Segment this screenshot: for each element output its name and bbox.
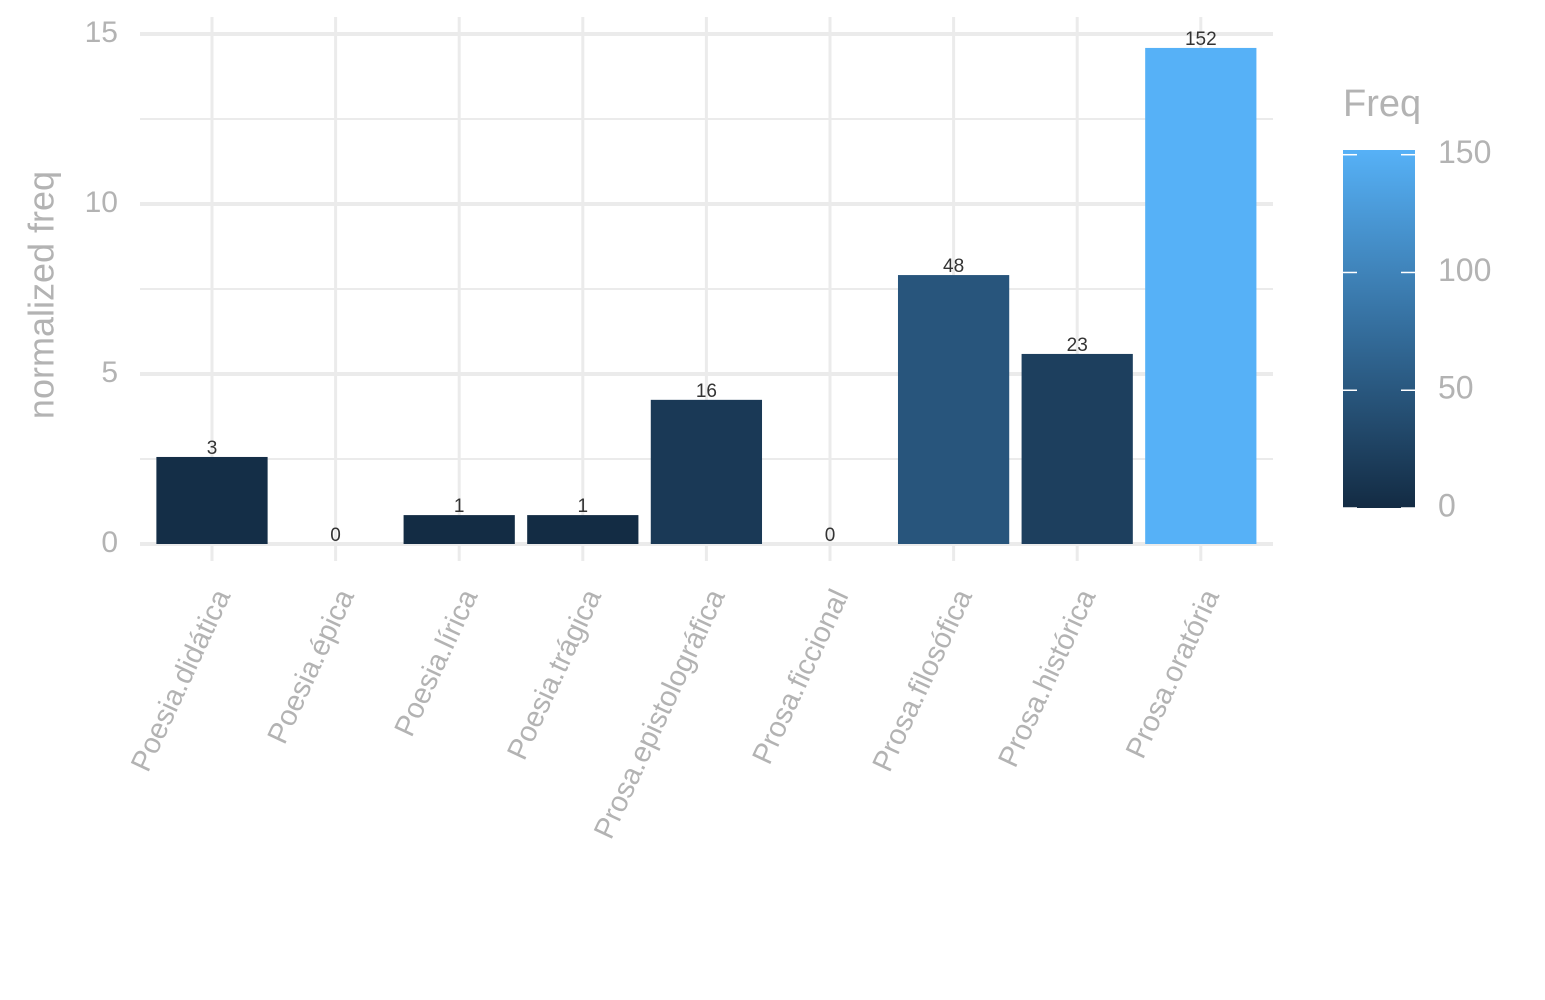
x-tick-label: Poesia.trágica bbox=[501, 584, 608, 765]
data-label: 48 bbox=[943, 256, 964, 277]
x-tick-label: Poesia.épica bbox=[262, 584, 362, 749]
data-label: 23 bbox=[1067, 335, 1088, 356]
data-label: 1 bbox=[578, 496, 589, 517]
bar bbox=[156, 456, 268, 544]
bar bbox=[403, 515, 515, 544]
bar bbox=[527, 515, 639, 544]
x-tick-label: Prosa.epistolográfica bbox=[588, 584, 732, 844]
bar bbox=[1145, 47, 1257, 544]
y-tick-label: 15 bbox=[85, 16, 118, 49]
y-tick-label: 0 bbox=[101, 526, 118, 559]
legend-tick-label: 0 bbox=[1438, 487, 1456, 523]
data-label: 16 bbox=[696, 381, 717, 402]
data-label: 0 bbox=[330, 525, 341, 546]
colorbar bbox=[1343, 150, 1415, 508]
y-axis-title: normalized freq bbox=[21, 171, 62, 419]
x-tick-label: Prosa.filosófica bbox=[867, 584, 979, 777]
bar bbox=[650, 399, 763, 544]
x-tick-label: Prosa.oratória bbox=[1120, 584, 1226, 763]
data-label: 3 bbox=[207, 438, 218, 459]
x-tick-label: Poesia.didática bbox=[125, 584, 237, 777]
data-label: 152 bbox=[1185, 29, 1217, 50]
y-tick-label: 10 bbox=[85, 186, 118, 219]
data-label: 0 bbox=[825, 525, 836, 546]
legend-tick-label: 50 bbox=[1438, 370, 1474, 406]
legend-tick-label: 150 bbox=[1438, 134, 1491, 170]
legend-tick-label: 100 bbox=[1438, 252, 1491, 288]
data-label: 1 bbox=[454, 496, 465, 517]
x-tick-label: Prosa.ficcional bbox=[747, 585, 856, 769]
bar bbox=[897, 275, 1010, 544]
bar bbox=[1021, 353, 1133, 544]
x-tick-label: Prosa.histórica bbox=[992, 584, 1102, 772]
y-tick-label: 5 bbox=[101, 356, 118, 389]
x-tick-label: Poesia.lírica bbox=[389, 584, 485, 741]
legend-title: Freq bbox=[1343, 83, 1421, 125]
